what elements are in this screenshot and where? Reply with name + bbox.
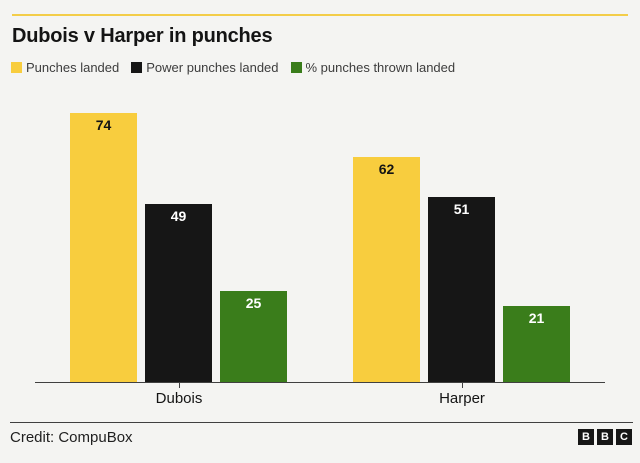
legend-label: Punches landed [26,60,120,75]
bar-dubois: 25 [220,291,287,382]
bar-value-label: 21 [528,310,545,326]
axis-tick [179,383,180,388]
category-label-dubois: Dubois [155,390,203,407]
bar-value-label: 25 [245,295,262,311]
bar-value-label: 62 [378,161,395,177]
legend-item-0: Punches landed [11,60,119,75]
bar-group-harper: 62 51 21 [353,107,570,382]
credit-label: Credit: CompuBox [10,429,133,446]
bar-dubois: 49 [145,204,212,382]
bbc-logo-letter: C [616,429,632,445]
legend-swatch-icon [290,62,302,73]
bar-value-label: 74 [95,117,112,133]
category-label-harper: Harper [439,390,485,407]
bar-value-label: 51 [453,201,470,217]
bar-chart: 74 49 25 Dubois 62 51 21 Harper [35,107,605,407]
legend-swatch-icon [11,62,22,73]
axis-tick [462,383,463,388]
bar-harper: 21 [503,306,570,382]
bar-dubois: 74 [70,113,137,382]
legend: Punches landed Power punches landed % punc… [11,60,467,75]
legend-item-1: Power punches landed [131,60,279,75]
x-axis-line [35,382,605,383]
legend-swatch-icon [131,62,143,73]
legend-item-2: % punches thrown landed [290,60,456,75]
chart-title: Dubois v Harper in punches [12,25,273,47]
bbc-logo-letter: B [578,429,594,445]
bar-harper: 51 [428,197,495,382]
bar-group-dubois: 74 49 25 [70,107,287,382]
accent-rule [12,14,628,16]
bar-harper: 62 [353,157,420,382]
legend-label: % punches thrown landed [305,60,456,75]
legend-label: Power punches landed [146,60,279,75]
bbc-logo-letter: B [597,429,613,445]
bar-value-label: 49 [170,208,187,224]
footer-divider [10,422,633,423]
